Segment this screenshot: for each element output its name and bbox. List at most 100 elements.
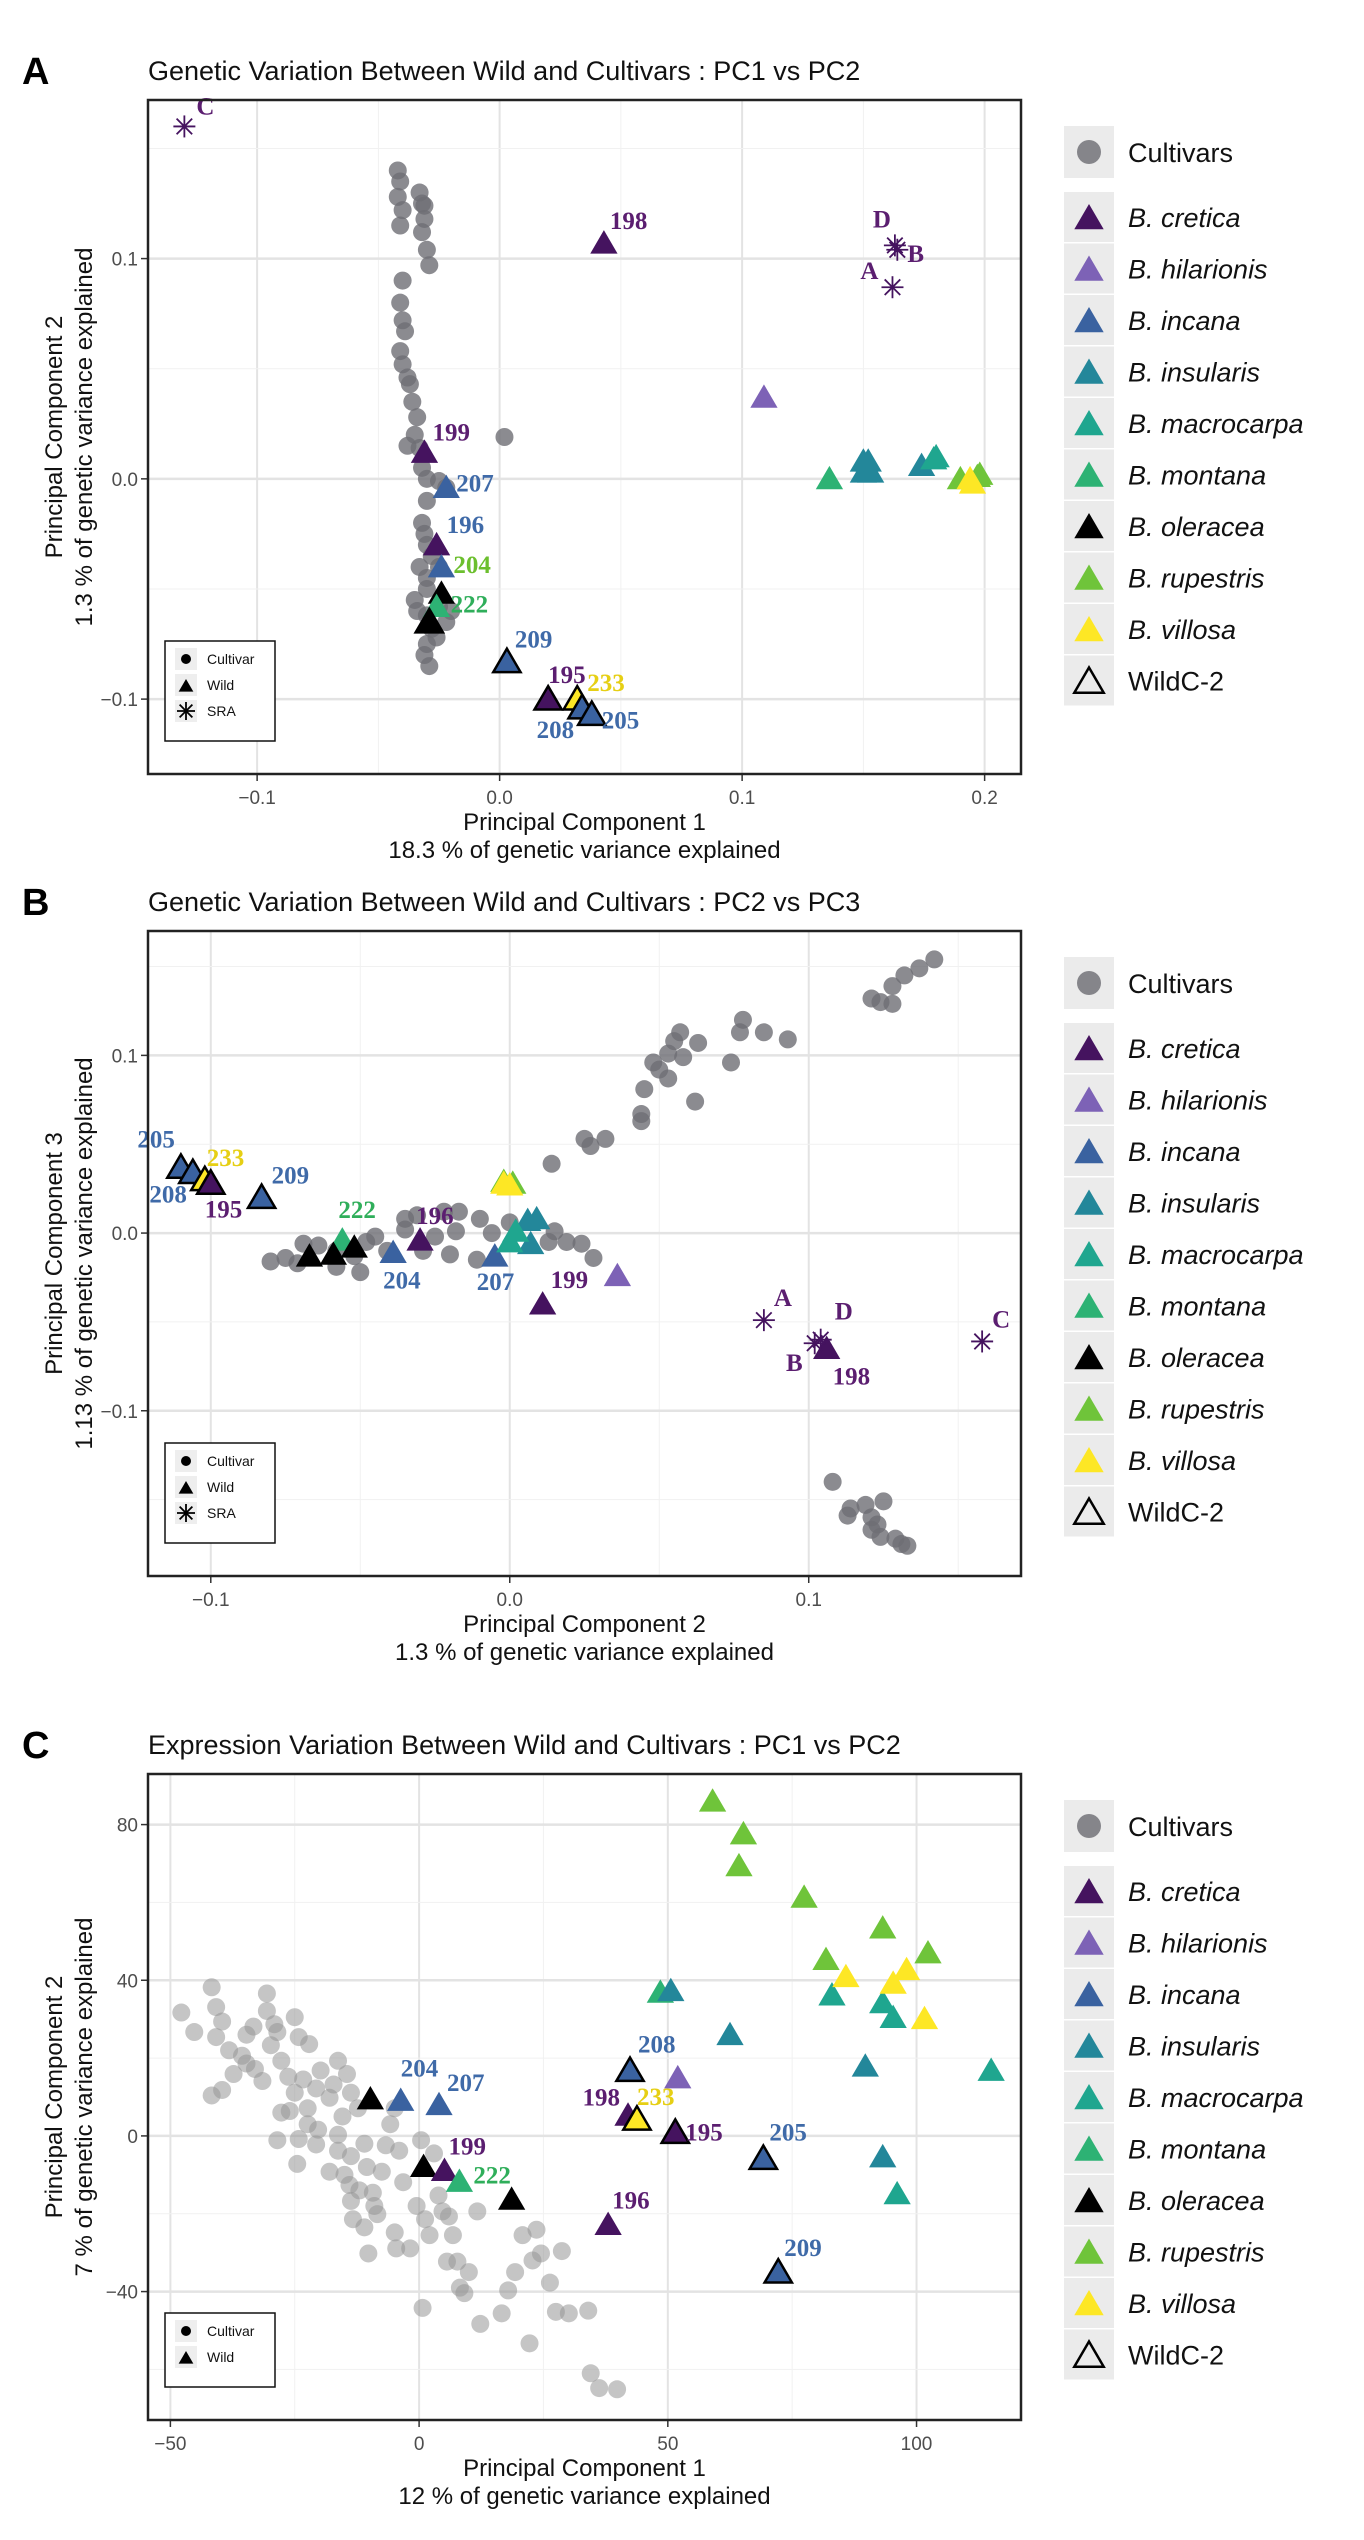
- x-axis-label: Principal Component 1: [463, 2455, 706, 2482]
- wild-point-villosa: [892, 1956, 921, 1981]
- legend-montana-icon: [1074, 461, 1104, 487]
- wild-point-insularis: [517, 1230, 545, 1255]
- y-tick-label: −0.1: [100, 1402, 138, 1423]
- cultivar-point: [366, 1227, 385, 1246]
- legend-label-insularis: B. insularis: [1128, 1189, 1260, 1219]
- cultivar-point: [539, 1232, 558, 1251]
- cultivar-point: [506, 2263, 525, 2282]
- legend-key-bg: [1064, 2329, 1114, 2380]
- legend-villosa-icon: [1074, 2290, 1104, 2316]
- y-tick-label: −40: [106, 2283, 138, 2304]
- legend-label-rupestris: B. rupestris: [1128, 564, 1265, 594]
- cultivar-point: [495, 428, 514, 446]
- legend-wildc2-icon: [1072, 2339, 1106, 2368]
- cultivar-point: [540, 2273, 559, 2292]
- point-label: 204: [383, 1268, 421, 1295]
- circle-shape-icon: [181, 654, 191, 664]
- point-label: 196: [612, 2188, 650, 2215]
- legend-insularis-icon: [1074, 358, 1104, 384]
- wild-point-hilarionis: [603, 1262, 632, 1287]
- point-label: 195: [205, 1196, 243, 1223]
- plot-background: [148, 100, 1021, 774]
- wild-point-villosa: [621, 2103, 653, 2131]
- cultivar-point: [721, 1053, 740, 1072]
- legend-label-wildc2: WildC-2: [1128, 1498, 1224, 1528]
- cultivar-point: [207, 2028, 226, 2047]
- legend-macrocarpa-icon: [1074, 2084, 1104, 2110]
- cultivar-point: [341, 2083, 360, 2102]
- wild-point-rupestris: [790, 1884, 818, 1908]
- cultivar-point: [279, 2067, 298, 2086]
- cultivar-point: [468, 2202, 487, 2221]
- wild-point-insularis: [523, 1205, 551, 1230]
- x-tick-label: 0.0: [497, 1590, 523, 1611]
- wild-point-macrocarpa: [977, 2057, 1005, 2081]
- panel-letter: B: [22, 882, 49, 924]
- legend-rupestris-icon: [1074, 1395, 1104, 1421]
- legend-macrocarpa-icon: [1074, 410, 1104, 436]
- cultivar-point: [337, 2065, 356, 2084]
- wild-point-hilarionis: [664, 2064, 692, 2089]
- cultivar-point: [185, 2023, 204, 2042]
- species-legend: Cultivars B. cretica B. hilarionis B. incan…: [1064, 957, 1304, 1537]
- cultivar-point: [351, 1263, 370, 1282]
- shape-legend-label: SRA: [207, 703, 236, 719]
- cultivar-point: [439, 2207, 458, 2226]
- wild-point-insularis: [869, 2143, 897, 2168]
- wild-point-oleracea: [409, 2153, 438, 2178]
- legend-wildc2-icon: [1072, 1496, 1106, 1525]
- cultivar-point: [434, 1202, 453, 1221]
- cultivar-point: [448, 2252, 467, 2271]
- wild-point-incana: [379, 1239, 407, 1264]
- legend-label-villosa: B. villosa: [1128, 2289, 1236, 2319]
- cultivar-point: [572, 1234, 591, 1253]
- cultivar-point: [778, 1030, 797, 1049]
- cultivar-point: [272, 2051, 291, 2070]
- legend-label-insularis: B. insularis: [1128, 358, 1260, 388]
- sra-stroke: [178, 1505, 194, 1521]
- cultivar-point: [207, 1998, 226, 2017]
- wild-point-cretica: [410, 439, 439, 463]
- cultivar-point: [396, 1220, 415, 1239]
- cultivar-point: [309, 2120, 328, 2139]
- cultivar-point: [871, 1527, 890, 1546]
- sra-label: D: [873, 206, 891, 233]
- cultivar-point: [357, 2158, 376, 2177]
- wild-point-rupestris: [914, 1940, 942, 1964]
- legend-label-hilarionis: B. hilarionis: [1128, 1086, 1268, 1116]
- sra-point-icon: [803, 1332, 826, 1355]
- cultivar-point: [311, 2061, 330, 2080]
- legend-label-incana: B. incana: [1128, 1980, 1241, 2010]
- sra-label: B: [907, 241, 924, 268]
- wild-point-insularis: [716, 2021, 744, 2046]
- sra-label: D: [835, 1299, 853, 1326]
- y-tick-label: −0.1: [100, 690, 138, 711]
- panel-letter: A: [22, 51, 49, 93]
- cultivar-point: [288, 2154, 307, 2173]
- sra-stroke: [755, 1311, 773, 1329]
- cultivar-point: [579, 2301, 598, 2320]
- cultivar-point: [686, 1092, 705, 1111]
- point-label: 205: [602, 708, 640, 735]
- cultivar-point: [280, 2102, 299, 2121]
- cultivar-point: [581, 2364, 600, 2383]
- legend-incana-icon: [1074, 307, 1104, 333]
- sra-stroke: [178, 703, 194, 719]
- x-axis-sublabel: 12 % of genetic variance explained: [398, 2483, 770, 2510]
- wild-point-incana: [491, 646, 523, 674]
- x-tick-label: −0.1: [238, 788, 276, 809]
- point-label: 222: [473, 2162, 511, 2189]
- chart-title: Genetic Variation Between Wild and Culti…: [148, 56, 860, 86]
- wild-point-cretica: [430, 2157, 459, 2181]
- cultivar-point: [393, 201, 412, 220]
- species-legend: Cultivars B. cretica B. hilarionis B. incan…: [1064, 126, 1304, 706]
- wild-point-incana: [481, 1243, 509, 1267]
- triangle-shape-icon: [178, 2351, 194, 2364]
- shape-legend: Cultivar Wild: [164, 2312, 276, 2388]
- cultivar-point: [584, 1248, 603, 1267]
- cultivar-point: [391, 216, 410, 235]
- cultivar-point: [407, 2196, 426, 2215]
- legend-macrocarpa-icon: [1074, 1241, 1104, 1267]
- legend-label-cultivars: Cultivars: [1128, 1812, 1233, 1842]
- panel-b: B Genetic Variation Between Wild and Cult…: [22, 882, 1304, 1666]
